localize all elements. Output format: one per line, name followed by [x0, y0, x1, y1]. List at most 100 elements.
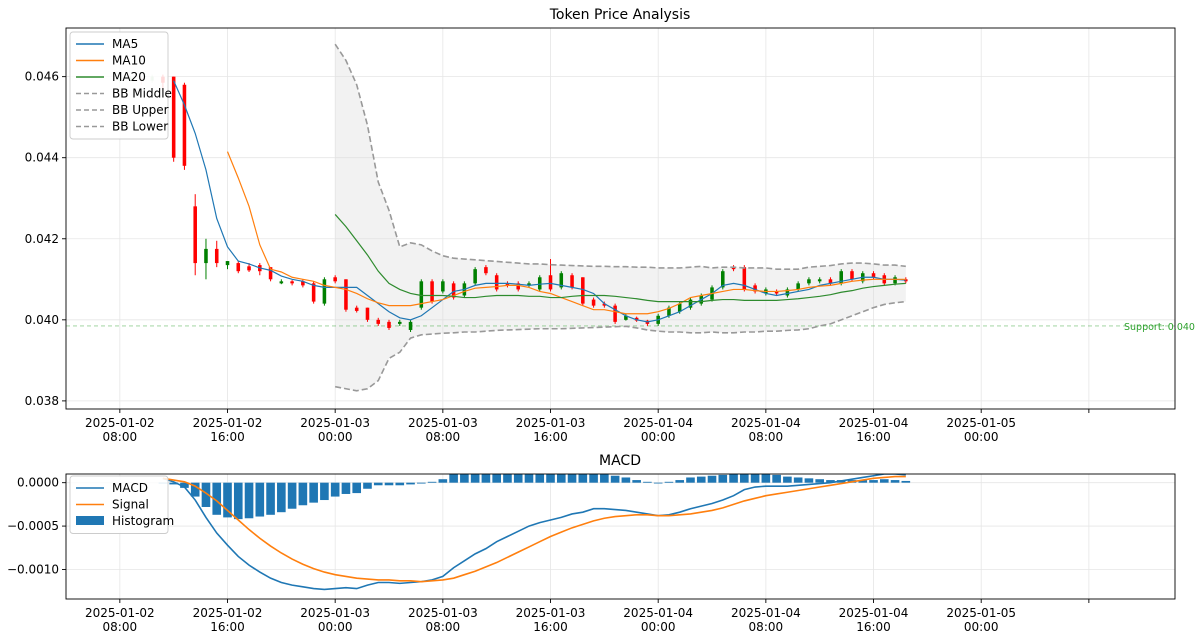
macd-x-tick-label: 2025-01-03 — [516, 606, 586, 620]
candle-body — [171, 76, 176, 158]
candle-body — [828, 279, 833, 284]
histogram-bar — [341, 482, 351, 494]
histogram-bar — [707, 475, 717, 483]
price-x-tick-label: 08:00 — [103, 430, 138, 444]
histogram-bar — [384, 482, 394, 486]
histogram-bar — [643, 481, 652, 483]
candle-body — [548, 275, 553, 290]
macd-legend-label: MACD — [112, 481, 148, 495]
histogram-bar — [890, 480, 900, 483]
histogram-bar — [546, 474, 555, 483]
candle-body — [850, 271, 854, 280]
histogram-bar — [610, 475, 620, 483]
price-x-tick-label: 2025-01-05 — [946, 416, 1016, 430]
macd-x-tick-label: 00:00 — [964, 620, 999, 634]
histogram-bar — [223, 482, 232, 518]
macd-x-tick-label: 16:00 — [210, 620, 245, 634]
macd-x-tick-label: 08:00 — [749, 620, 784, 634]
histogram-bar — [201, 482, 211, 507]
price-x-tick-label: 2025-01-04 — [839, 416, 909, 430]
histogram-bar — [180, 482, 189, 488]
macd-legend-swatch — [76, 516, 104, 525]
histogram-bar — [826, 480, 835, 483]
histogram-bar — [729, 474, 738, 483]
histogram-bar — [686, 477, 695, 483]
candle-body — [290, 281, 294, 284]
histogram-bar — [460, 474, 469, 483]
macd-x-tick-label: 2025-01-05 — [946, 606, 1016, 620]
price-x-tick-label: 2025-01-04 — [731, 416, 801, 430]
histogram-bar — [740, 474, 749, 483]
candle-body — [527, 283, 531, 286]
histogram-bar — [804, 478, 814, 483]
histogram-bar — [783, 476, 792, 483]
price-x-tick-label: 2025-01-04 — [623, 416, 693, 430]
price-x-tick-label: 08:00 — [426, 430, 461, 444]
candle-body — [301, 281, 305, 286]
histogram-bar — [793, 477, 803, 483]
candle-body — [387, 321, 391, 328]
histogram-bar — [330, 482, 340, 497]
price-legend-label: MA10 — [112, 54, 146, 68]
histogram-bar — [600, 474, 609, 483]
candle-body — [624, 315, 628, 320]
candle-body — [398, 321, 402, 324]
bollinger-band-fill — [335, 44, 906, 391]
histogram-bar — [513, 474, 523, 483]
histogram-bar — [449, 474, 458, 483]
macd-x-tick-label: 16:00 — [533, 620, 568, 634]
price-chart-title: Token Price Analysis — [549, 7, 691, 23]
macd-panel: 0.0000−0.0005−0.00102025-01-0208:002025-… — [7, 473, 1176, 634]
candle-body — [419, 281, 424, 308]
candle-body — [581, 277, 585, 304]
candle-body — [742, 267, 747, 290]
macd-x-tick-label: 08:00 — [103, 620, 138, 634]
price-x-tick-label: 00:00 — [318, 430, 353, 444]
macd-x-tick-label: 08:00 — [426, 620, 461, 634]
candle-body — [333, 277, 337, 282]
candle-body — [667, 307, 671, 316]
price-x-tick-label: 16:00 — [533, 430, 568, 444]
ma5-line — [173, 80, 906, 323]
macd-x-tick-label: 2025-01-04 — [839, 606, 909, 620]
histogram-bar — [492, 474, 501, 483]
candle-body — [613, 305, 617, 322]
histogram-bar — [632, 480, 641, 483]
histogram-bar — [255, 482, 265, 517]
candle-body — [236, 263, 241, 272]
macd-y-tick-label: −0.0010 — [7, 562, 59, 576]
histogram-bar — [524, 474, 534, 483]
histogram-bar — [438, 479, 448, 483]
macd-x-tick-label: 16:00 — [856, 620, 891, 634]
price-legend-label: BB Upper — [112, 103, 169, 117]
histogram-bar — [169, 482, 178, 485]
histogram-bar — [567, 474, 577, 483]
price-legend-label: BB Middle — [112, 87, 172, 101]
histogram-bar — [664, 481, 674, 483]
candle-body — [753, 285, 757, 292]
histogram-bar — [244, 482, 254, 519]
candle-body — [484, 267, 488, 274]
histogram-bar — [578, 474, 588, 483]
candle-body — [473, 269, 477, 284]
candle-body — [537, 277, 542, 290]
price-y-tick-label: 0.046 — [25, 70, 59, 84]
macd-y-tick-label: 0.0000 — [17, 476, 59, 490]
histogram-bar — [589, 474, 598, 483]
histogram-bar — [718, 474, 728, 483]
macd-legend-label: Signal — [112, 498, 149, 512]
histogram-bar — [406, 482, 415, 485]
candle-body — [494, 275, 499, 290]
candle-body — [602, 303, 607, 306]
price-x-tick-label: 00:00 — [964, 430, 999, 444]
histogram-bar — [352, 482, 362, 494]
histogram-bar — [503, 474, 512, 483]
price-y-tick-label: 0.038 — [25, 394, 59, 408]
price-panel: 0.0380.0400.0420.0440.0462025-01-0208:00… — [25, 27, 1195, 444]
price-x-tick-label: 2025-01-02 — [193, 416, 263, 430]
candle-body — [839, 271, 843, 284]
price-x-tick-label: 16:00 — [210, 430, 245, 444]
candle-body — [279, 281, 284, 284]
